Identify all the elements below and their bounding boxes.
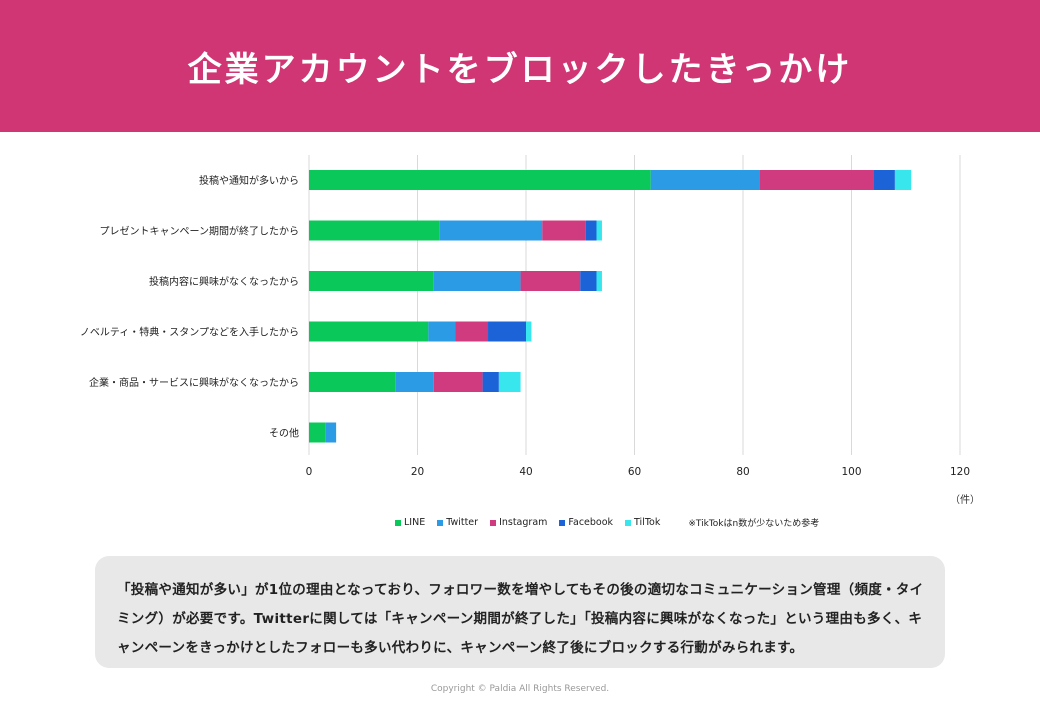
bar-segment-tiltok [526, 321, 532, 342]
legend-label: Twitter [446, 517, 479, 528]
bar-segment-line [309, 321, 429, 342]
x-tick-label: 60 [628, 466, 641, 478]
bar-segment-twitter [395, 372, 434, 392]
legend-label: LINE [404, 517, 426, 528]
bar-segment-instagram [759, 170, 874, 190]
bar-segment-facebook [580, 271, 597, 291]
legend-item-tiltok: TilTok [625, 517, 660, 528]
category-label: プレゼントキャンペーン期間が終了したから [100, 225, 300, 238]
x-tick-label: 0 [306, 466, 313, 478]
bar-segment-twitter [439, 220, 543, 241]
page-title: 企業アカウントをブロックしたきっかけ [187, 49, 853, 90]
legend-item-twitter: Twitter [437, 517, 478, 528]
bar-segment-tiltok [596, 271, 602, 291]
bar-segment-instagram [433, 372, 483, 392]
category-label: 投稿内容に興味がなくなったから [149, 275, 299, 288]
legend-note: ※TikTokはn数が少ないため参考 [688, 519, 820, 529]
bar-segment-line [309, 170, 651, 190]
summary-box: 「投稿や通知が多い」が1位の理由となっており、フォロワー数を増やしてもその後の適… [95, 556, 945, 668]
bar-segment-twitter [433, 271, 521, 291]
legend-swatch [395, 519, 401, 526]
category-label: その他 [269, 427, 299, 440]
bar-segment-line [309, 220, 440, 241]
category-label: ノベルティ・特典・スタンプなどを入手したから [80, 326, 299, 339]
bar-segment-tiltok [498, 372, 521, 392]
bar-segment-facebook [488, 321, 526, 342]
stacked-bar-chart: 0 20 40 60 80 100 120 投稿や通知が多いからプレゼントキャンペーン期間が終… [80, 155, 970, 478]
legend-swatch [490, 519, 497, 526]
bar-segment-line [309, 422, 326, 443]
x-tick-label: 80 [736, 466, 749, 478]
x-tick-label: 40 [519, 466, 532, 478]
x-axis-unit-label: （件） [950, 495, 980, 506]
legend-swatch [559, 519, 566, 526]
bar-segment-instagram [455, 321, 489, 342]
category-label: 企業・商品・サービスに興味がなくなったから [89, 376, 299, 389]
legend-label: Instagram [499, 517, 548, 528]
legend-item-instagram: Instagram [490, 517, 547, 528]
header-banner: 企業アカウントをブロックしたきっかけ [0, 0, 1040, 132]
bar-segment-facebook [482, 372, 499, 392]
legend-swatch [437, 519, 444, 526]
bar-segment-instagram [520, 271, 581, 291]
legend-swatch [625, 519, 632, 526]
bar-segment-twitter [428, 321, 456, 342]
bar-segment-twitter [650, 170, 760, 190]
x-tick-label: 120 [950, 466, 970, 478]
bar-segment-facebook [873, 170, 895, 190]
legend-label: TilTok [634, 517, 661, 528]
bar-segment-twitter [325, 422, 337, 443]
copyright-text: Copyright © Paldia All Rights Reserved. [430, 684, 610, 694]
legend-item-line: LINE [395, 517, 425, 528]
bar-segment-line [309, 271, 434, 291]
category-label: 投稿や通知が多いから [199, 174, 299, 187]
bar-segment-instagram [542, 220, 586, 241]
bar-segment-line [309, 372, 396, 392]
summary-text: 「投稿や通知が多い」が1位の理由となっており、フォロワー数を増やしてもその後の適… [117, 582, 924, 656]
bar-segment-tiltok [596, 220, 602, 241]
legend-item-facebook: Facebook [559, 517, 613, 528]
legend-label: Facebook [568, 517, 614, 528]
chart-legend: LINE Twitter Instagram Facebook TilTok ※TikTo… [395, 516, 819, 529]
bar-segment-facebook [585, 220, 597, 241]
bar-segment-tiltok [894, 170, 912, 190]
x-tick-label: 20 [411, 466, 424, 478]
x-tick-label: 100 [841, 466, 861, 478]
